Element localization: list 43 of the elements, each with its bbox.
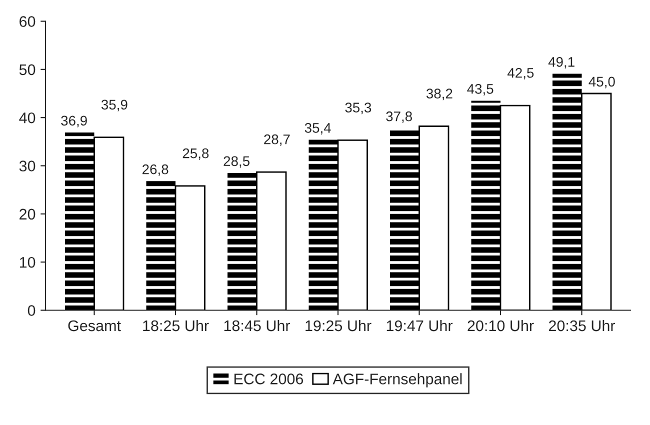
- bar: [174, 185, 206, 310]
- x-tick-label: 18:25 Uhr: [143, 320, 209, 332]
- y-tick-label: 30: [19, 160, 36, 172]
- x-tick-label: 19:47 Uhr: [386, 320, 453, 332]
- data-label: 26,8: [142, 164, 168, 176]
- data-label: 37,8: [386, 111, 412, 123]
- x-tick-label: 20:10 Uhr: [468, 320, 534, 332]
- y-tick-label: 50: [19, 64, 36, 76]
- bar: [418, 126, 450, 310]
- x-tick-label: 20:35 Uhr: [548, 320, 616, 332]
- bar: [65, 132, 94, 310]
- data-label: 43,5: [467, 84, 494, 96]
- data-label: 36,9: [61, 116, 87, 128]
- y-tick-label: 10: [20, 256, 36, 268]
- data-label: 45,0: [588, 76, 615, 88]
- x-tick-label: 19:25 Uhr: [306, 320, 372, 332]
- bar: [337, 140, 368, 310]
- bar: [581, 92, 612, 310]
- y-tick-label: 40: [19, 112, 36, 124]
- data-label: 49,1: [548, 57, 574, 68]
- x-tick-label: Gesamt: [68, 320, 121, 332]
- data-label: 35,3: [345, 102, 372, 114]
- bar: [94, 136, 124, 310]
- legend-label: AGF-Fernsehpanel: [332, 373, 462, 388]
- data-label: 35,4: [304, 122, 331, 134]
- bar: [256, 171, 287, 310]
- data-label: 35,9: [101, 100, 128, 112]
- bar: [471, 100, 500, 310]
- bar: [552, 74, 582, 310]
- data-label: 28,7: [264, 134, 290, 146]
- data-label: 38,2: [426, 88, 452, 100]
- y-tick-label: 60: [20, 16, 36, 27]
- bar: [308, 140, 338, 310]
- data-label: 25,8: [182, 148, 209, 160]
- bar: [228, 172, 257, 310]
- bar: [146, 181, 176, 310]
- y-tick-label: 20: [20, 208, 36, 220]
- data-label: 28,5: [224, 156, 250, 168]
- bar: [500, 104, 530, 310]
- data-label: 42,5: [507, 68, 534, 80]
- x-tick-label: 18:45 Uhr: [224, 320, 290, 332]
- legend-label: ECC 2006: [234, 374, 304, 384]
- y-tick-label: 0: [28, 305, 36, 316]
